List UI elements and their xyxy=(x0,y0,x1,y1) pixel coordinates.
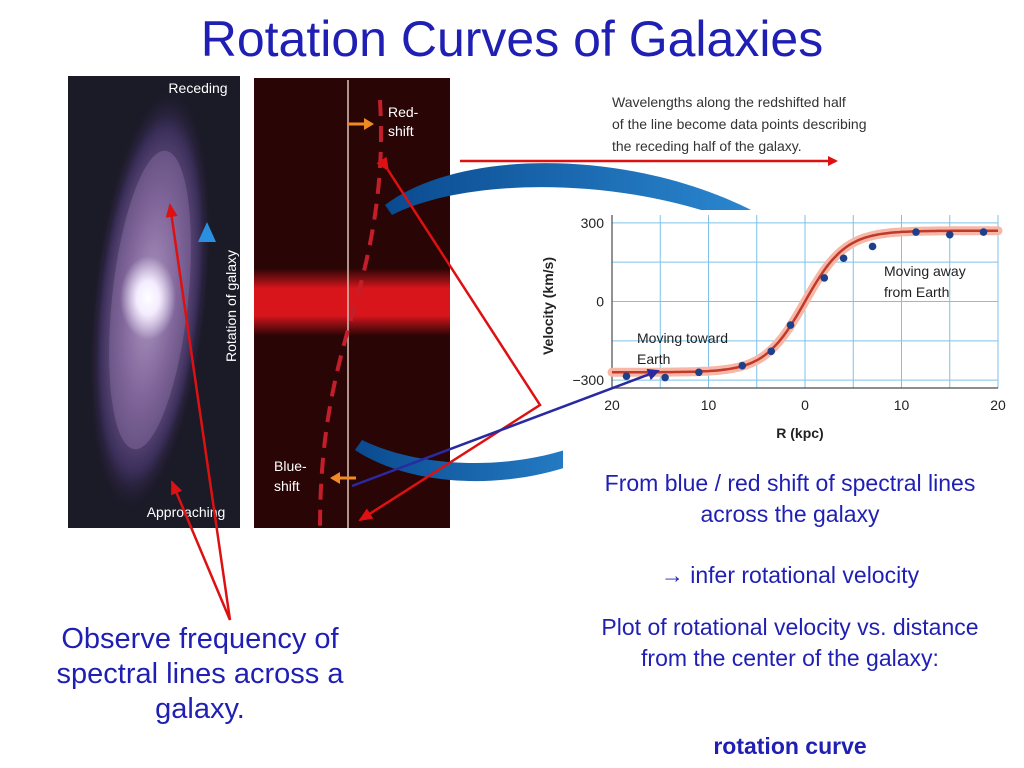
data-point xyxy=(738,361,747,370)
blue-shift-label-2: shift xyxy=(274,478,300,494)
observe-text: Observe frequency of spectral lines acro… xyxy=(56,623,344,725)
slide-title: Rotation Curves of Galaxies xyxy=(200,11,824,67)
receding-label: Receding xyxy=(168,80,227,96)
approaching-label: Approaching xyxy=(147,504,226,520)
moving-away-label-1: Moving away xyxy=(884,263,966,279)
y-tick-label: 0 xyxy=(596,294,604,310)
data-point xyxy=(839,254,848,263)
chart-curve xyxy=(607,226,1003,377)
y-axis-label: Velocity (km/s) xyxy=(540,257,556,355)
blue-shift-label-1: Blue- xyxy=(274,458,307,474)
rotation-curve-label: rotation curve xyxy=(713,733,867,759)
x-tick-label: 10 xyxy=(701,397,717,413)
blue-red-shift-text: From blue / red shift of spectral lines … xyxy=(604,470,976,528)
rotation-arrow-head xyxy=(198,222,216,242)
observe-arrow-lower xyxy=(170,480,232,621)
data-point xyxy=(767,347,776,356)
caption-line-1: Wavelengths along the redshifted half xyxy=(612,94,846,110)
y-tick-label: 300 xyxy=(581,215,605,231)
curve-line xyxy=(612,229,998,374)
x-axis-label: R (kpc) xyxy=(776,425,823,441)
y-tick-label: −300 xyxy=(572,372,604,388)
spectral-line-arrows xyxy=(358,156,542,522)
x-tick-label: 10 xyxy=(894,397,910,413)
data-point xyxy=(945,230,954,239)
x-tick-label: 20 xyxy=(990,397,1006,413)
chart-points xyxy=(622,228,988,382)
rotation-label: Rotation of galaxy xyxy=(223,250,239,362)
data-point xyxy=(661,373,669,382)
x-tick-label: 20 xyxy=(604,397,620,413)
data-point xyxy=(786,321,795,329)
upper-blue-arrow xyxy=(385,163,800,250)
caption-line-3: the receding half of the galaxy. xyxy=(612,138,802,154)
plot-description-text: Plot of rotational velocity vs. distance… xyxy=(601,614,979,672)
data-point xyxy=(868,242,877,251)
observe-arrow-upper xyxy=(165,203,232,621)
chart-ticks: 20 10 0 10 20 300 0 −300 xyxy=(572,215,1006,413)
moving-toward-label-1: Moving toward xyxy=(637,330,728,346)
data-point xyxy=(912,228,920,236)
data-point xyxy=(622,372,631,381)
red-shift-label-2: shift xyxy=(388,123,414,139)
moving-away-label-2: from Earth xyxy=(884,284,949,300)
data-point xyxy=(820,274,829,282)
data-point xyxy=(695,368,703,377)
red-shift-label-1: Red- xyxy=(388,104,419,120)
x-tick-label: 0 xyxy=(801,397,809,413)
caption-line-2: of the line become data points describin… xyxy=(612,116,867,132)
blue-shift-connector-arrow xyxy=(351,368,660,488)
moving-toward-label-2: Earth xyxy=(637,351,670,367)
infer-velocity-text: → infer rotational velocity xyxy=(660,562,920,588)
data-point xyxy=(979,228,988,236)
galaxy-image xyxy=(68,76,240,528)
spectrum-panel xyxy=(254,78,450,529)
